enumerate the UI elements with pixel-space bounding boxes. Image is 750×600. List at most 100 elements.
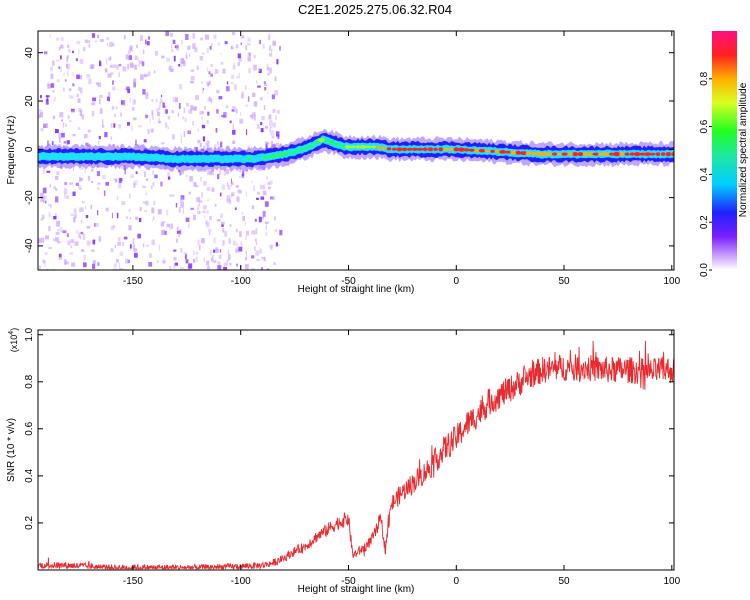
noise-speck <box>113 263 117 268</box>
noise-speck <box>132 238 135 244</box>
noise-speck <box>239 118 244 124</box>
ridge-core-blob <box>655 152 661 157</box>
noise-speck <box>132 99 136 105</box>
noise-speck <box>217 261 221 265</box>
noise-speck <box>151 239 155 246</box>
noise-speck <box>244 257 247 261</box>
noise-speck <box>234 207 237 210</box>
noise-speck <box>77 126 81 130</box>
noise-speck <box>213 34 217 40</box>
noise-speck <box>182 60 185 64</box>
noise-speck <box>167 126 169 130</box>
noise-speck <box>251 205 254 210</box>
noise-speck <box>129 193 131 199</box>
noise-speck <box>137 57 139 63</box>
noise-speck <box>97 82 102 87</box>
noise-speck <box>240 241 243 247</box>
noise-speck <box>179 58 184 65</box>
ridge-core-blob <box>411 147 418 151</box>
noise-speck <box>190 207 194 210</box>
noise-speck <box>210 98 213 103</box>
noise-speck <box>147 129 150 134</box>
noise-speck <box>129 217 131 220</box>
ridge-core-blob <box>340 144 345 148</box>
ridge-core-blob <box>345 145 351 149</box>
snr-ylabel: SNR (10 * v/v) <box>6 418 17 482</box>
noise-speck <box>69 95 74 99</box>
noise-speck <box>107 73 112 78</box>
noise-speck <box>97 210 99 216</box>
noise-speck <box>146 200 148 206</box>
ridge-core-blob <box>359 145 367 149</box>
noise-speck <box>80 220 83 224</box>
noise-speck <box>220 62 224 65</box>
noise-speck <box>157 111 161 117</box>
noise-speck <box>71 262 75 267</box>
noise-speck <box>114 114 117 118</box>
ridge-core-blob <box>173 157 181 161</box>
noise-speck <box>145 244 150 247</box>
noise-speck <box>145 178 148 181</box>
noise-speck <box>80 164 84 170</box>
noise-speck <box>163 230 167 235</box>
noise-speck <box>160 181 163 187</box>
noise-speck <box>75 182 80 186</box>
noise-speck <box>271 136 274 139</box>
noise-speck <box>101 119 104 126</box>
noise-speck <box>66 63 71 70</box>
ridge-core-blob <box>510 150 516 155</box>
noise-speck <box>205 220 208 225</box>
noise-speck <box>52 115 56 120</box>
noise-speck <box>269 45 272 51</box>
noise-speck <box>112 268 117 270</box>
noise-speck <box>48 203 52 207</box>
noise-speck <box>79 87 83 94</box>
noise-speck <box>116 64 120 70</box>
noise-speck <box>214 203 217 207</box>
noise-speck <box>105 182 109 186</box>
noise-speck <box>249 52 251 56</box>
noise-speck <box>201 116 203 120</box>
noise-speck <box>106 96 110 101</box>
noise-speck <box>170 194 175 197</box>
noise-speck <box>64 182 67 185</box>
ridge-core-blob <box>318 138 326 143</box>
noise-speck <box>182 116 184 120</box>
noise-speck <box>139 206 142 211</box>
noise-speck <box>133 82 136 88</box>
noise-speck <box>73 208 77 214</box>
noise-speck <box>206 265 210 270</box>
noise-speck <box>83 254 86 261</box>
ridge-core-blob <box>433 147 438 151</box>
noise-speck <box>270 141 273 146</box>
noise-speck <box>84 169 86 174</box>
noise-speck <box>170 44 172 48</box>
noise-speck <box>237 196 240 203</box>
noise-speck <box>183 252 188 255</box>
noise-speck <box>134 55 138 61</box>
noise-speck <box>40 196 45 202</box>
noise-speck <box>44 252 48 255</box>
noise-speck <box>120 163 124 169</box>
noise-speck <box>117 237 121 241</box>
noise-speck <box>110 123 113 128</box>
noise-speck <box>56 59 60 62</box>
noise-speck <box>91 111 95 117</box>
noise-speck <box>110 136 112 141</box>
figure-title: C2E1.2025.275.06.32.R04 <box>298 2 452 17</box>
ridge-core-blob <box>567 152 573 156</box>
noise-speck <box>169 68 174 72</box>
noise-speck <box>236 44 239 49</box>
noise-speck <box>123 236 128 240</box>
snr-xtick-label: 0 <box>454 576 460 587</box>
noise-speck <box>216 89 220 94</box>
ridge-core-blob <box>349 145 356 149</box>
noise-speck <box>261 116 265 120</box>
noise-speck <box>208 96 211 102</box>
ridge-core-blob <box>69 154 77 159</box>
noise-speck <box>224 231 227 237</box>
noise-speck <box>176 230 181 234</box>
noise-speck <box>166 209 169 216</box>
noise-speck <box>204 106 206 110</box>
ridge-core-blob <box>220 157 227 161</box>
